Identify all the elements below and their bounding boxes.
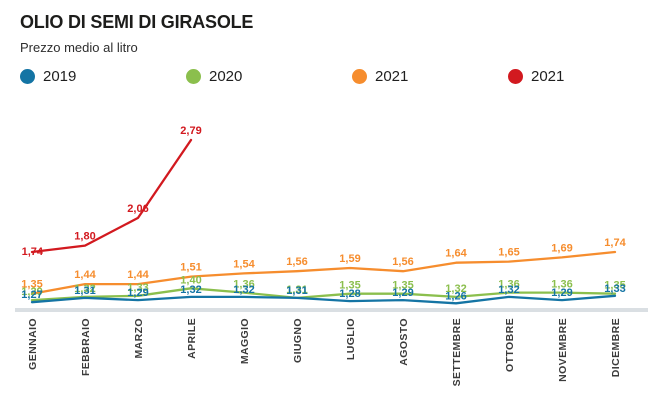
value-label: 1,35: [21, 279, 42, 291]
value-label: 1,64: [445, 248, 467, 260]
value-label: 1,36: [551, 279, 572, 291]
value-label: 1,69: [551, 242, 572, 254]
value-label: 1,51: [180, 262, 201, 274]
value-label: 1,35: [392, 280, 413, 292]
value-label: 1,40: [180, 274, 201, 286]
value-label: 1,36: [498, 279, 519, 291]
legend-dot-2019-icon: [20, 69, 35, 84]
value-label: 1,32: [74, 283, 95, 295]
legend-dot-2021-red-icon: [508, 69, 523, 84]
x-axis-label: FEBBRAIO: [80, 318, 92, 376]
x-axis-label: OTTOBRE: [504, 318, 516, 372]
value-label: 1,44: [74, 269, 96, 281]
value-label: 1,27: [21, 289, 42, 301]
value-label: 1,56: [286, 256, 307, 268]
value-label: 1,65: [498, 247, 519, 259]
value-label: 1,32: [445, 283, 466, 295]
value-label: 1,26: [445, 290, 466, 302]
value-label: 2,79: [180, 125, 201, 137]
value-label: 1,31: [286, 284, 307, 296]
legend-label: 2021: [531, 68, 565, 85]
legend-item-2021-orange: 2021: [352, 68, 408, 85]
legend-dot-2020-icon: [186, 69, 201, 84]
series-line-2020: [30, 287, 617, 302]
value-label: 1,54: [233, 258, 255, 270]
value-label: 1,29: [127, 287, 148, 299]
value-label: 1,36: [233, 279, 254, 291]
legend-item-2020: 2020: [186, 68, 242, 85]
value-label: 1,35: [339, 280, 360, 292]
value-label: 1,29: [551, 287, 572, 299]
x-axis-label: SETTEMBRE: [451, 318, 463, 386]
value-label: 1,31: [286, 285, 307, 297]
value-label: 2,06: [127, 203, 148, 215]
x-axis-label: NOVEMBRE: [557, 318, 569, 382]
value-label: 1,44: [127, 269, 149, 281]
value-label: 1,74: [22, 246, 44, 258]
x-axis-label: AGOSTO: [398, 318, 410, 366]
legend: 2019 2020 2021 2021: [0, 68, 650, 88]
x-axis: [15, 308, 648, 312]
legend-label: 2020: [209, 68, 243, 85]
series-line-2021: [30, 250, 617, 295]
page-title: OLIO DI SEMI DI GIRASOLE: [20, 12, 254, 32]
value-label: 1,80: [74, 231, 95, 243]
value-label: 1,33: [604, 283, 625, 295]
legend-item-2021-red: 2021: [508, 68, 564, 85]
x-axis-label: APRILE: [186, 318, 198, 359]
series-line-2019: [30, 294, 617, 305]
value-label: 1,56: [392, 256, 413, 268]
value-label: 1,32: [233, 284, 254, 296]
value-label: 1,29: [21, 286, 42, 298]
value-label: 1,33: [127, 282, 148, 294]
value-label: 1,59: [339, 253, 360, 265]
legend-label: 2019: [43, 68, 77, 85]
value-label: 1,31: [74, 285, 95, 297]
x-axis-label: MAGGIO: [239, 318, 251, 364]
value-label: 1,28: [339, 288, 360, 300]
value-label: 1,32: [180, 284, 201, 296]
value-label: 1,74: [604, 237, 626, 249]
value-label: 1,32: [498, 284, 519, 296]
x-axis-label: DICEMBRE: [610, 318, 622, 377]
x-axis-label: MARZO: [133, 318, 145, 359]
legend-item-2019: 2019: [20, 68, 76, 85]
chart-subtitle: Prezzo medio al litro: [20, 40, 138, 55]
x-axis-label: GENNAIO: [27, 318, 39, 370]
value-label: 1,29: [392, 287, 413, 299]
series-line-2021: [30, 138, 193, 254]
x-axis-label: LUGLIO: [345, 318, 357, 360]
legend-dot-2021-orange-icon: [352, 69, 367, 84]
x-axis-label: GIUGNO: [292, 318, 304, 363]
legend-label: 2021: [375, 68, 409, 85]
value-label: 1,35: [604, 280, 625, 292]
